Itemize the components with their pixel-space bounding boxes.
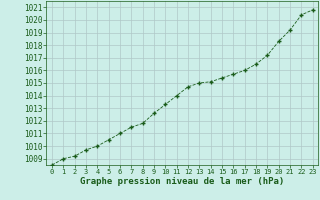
X-axis label: Graphe pression niveau de la mer (hPa): Graphe pression niveau de la mer (hPa) bbox=[80, 177, 284, 186]
